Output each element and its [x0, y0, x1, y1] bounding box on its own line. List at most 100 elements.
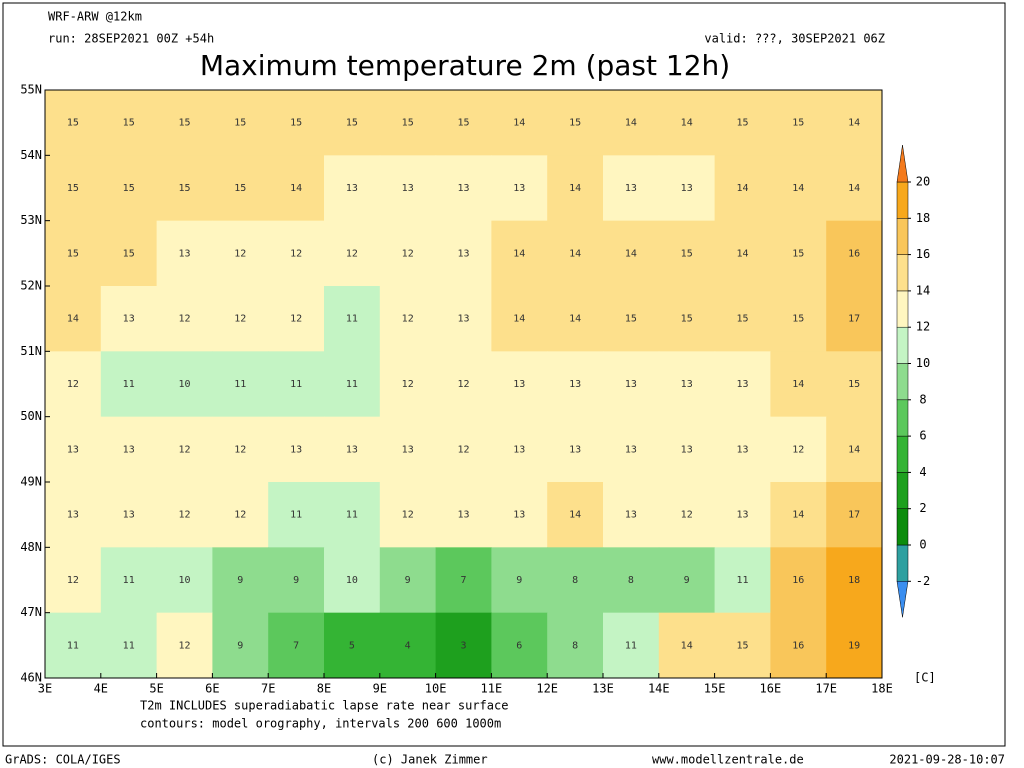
temp-cell	[603, 547, 660, 614]
temp-value: 15	[402, 118, 414, 129]
temp-cell	[324, 482, 381, 548]
temp-cell	[45, 90, 102, 156]
temp-value: 12	[178, 314, 190, 325]
lon-label: 3E	[38, 682, 52, 696]
temp-value: 4	[405, 640, 411, 651]
temp-cell	[435, 482, 492, 548]
temp-cell	[156, 90, 213, 156]
colorbar-top	[896, 144, 909, 183]
temp-value: 13	[736, 510, 748, 521]
temp-cell	[826, 90, 883, 156]
lat-label: 51N	[20, 344, 42, 358]
temp-cell	[324, 351, 381, 418]
frame	[2, 2, 1006, 747]
colorbar-segment	[896, 544, 909, 582]
temp-cell	[379, 612, 437, 679]
temp-value: 14	[569, 314, 581, 325]
temp-value: 13	[123, 444, 135, 455]
lat-label: 55N	[20, 83, 42, 97]
temp-value: 15	[792, 248, 804, 259]
colorbar-segment	[896, 326, 909, 364]
temp-cell	[324, 90, 381, 156]
temp-cell	[212, 482, 269, 548]
temp-cell	[714, 416, 771, 483]
lon-label: 9E	[373, 682, 387, 696]
temp-cell	[324, 612, 381, 679]
temp-cell	[658, 155, 716, 222]
temp-cell	[714, 482, 771, 548]
temp-cell	[45, 351, 102, 418]
temp-value: 15	[792, 118, 804, 129]
temp-cell	[100, 547, 158, 614]
temp-cell	[714, 612, 771, 679]
temp-cell	[435, 547, 492, 614]
temp-value: 13	[457, 510, 469, 521]
colorbar-label: 6	[919, 429, 926, 443]
temp-cell	[658, 416, 716, 483]
temp-value: 9	[516, 575, 522, 586]
temp-value: 13	[67, 444, 79, 455]
temp-cell	[826, 220, 883, 287]
temp-value: 15	[178, 183, 190, 194]
temp-value: 13	[569, 379, 581, 390]
temp-cell	[491, 547, 548, 614]
temp-value: 13	[457, 183, 469, 194]
temp-cell	[714, 90, 771, 156]
temp-value: 13	[569, 444, 581, 455]
temp-value: 12	[290, 248, 302, 259]
temp-value: 14	[569, 510, 581, 521]
temp-value: 15	[792, 314, 804, 325]
temp-cell	[435, 90, 492, 156]
temp-value: 14	[290, 183, 302, 194]
temp-cell	[658, 482, 716, 548]
temp-value: 12	[234, 510, 246, 521]
temp-cell	[45, 547, 102, 614]
temp-value: 9	[237, 575, 243, 586]
temp-value: 14	[848, 183, 860, 194]
temp-cell	[268, 90, 325, 156]
colorbar-label: 16	[916, 247, 930, 261]
temp-cell	[435, 286, 492, 352]
temp-cell	[324, 286, 381, 352]
lat-label: 47N	[20, 605, 42, 619]
colorbar-label: 18	[916, 211, 930, 225]
lon-label: 6E	[205, 682, 219, 696]
temp-cell	[100, 482, 158, 548]
temp-cell	[379, 547, 437, 614]
colorbar-segment	[896, 399, 909, 437]
lon-label: 4E	[94, 682, 108, 696]
temp-value: 15	[234, 183, 246, 194]
temp-value: 14	[625, 248, 637, 259]
temp-cell	[45, 220, 102, 287]
temp-value: 12	[346, 248, 358, 259]
temp-cell	[324, 155, 381, 222]
colorbar-segment	[896, 181, 909, 219]
temp-cell	[156, 155, 213, 222]
colorbar-segment	[896, 290, 909, 328]
temp-value: 11	[123, 575, 135, 586]
temp-cell	[100, 90, 158, 156]
valid-label: valid: ???, 30SEP2021 06Z	[704, 32, 885, 46]
temp-cell	[603, 482, 660, 548]
temp-cell	[603, 286, 660, 352]
colorbar-segment	[896, 218, 909, 255]
temp-cell	[547, 416, 604, 483]
temp-cell	[100, 286, 158, 352]
temp-cell	[435, 416, 492, 483]
temp-cell	[547, 547, 604, 614]
temp-cell	[658, 90, 716, 156]
temp-cell	[324, 547, 381, 614]
temp-cell	[212, 286, 269, 352]
lon-label: 15E	[704, 682, 726, 696]
temp-cell	[547, 612, 604, 679]
lon-label: 11E	[481, 682, 503, 696]
temp-value: 15	[681, 314, 693, 325]
temp-value: 15	[848, 379, 860, 390]
temp-cell	[826, 612, 883, 679]
temp-value: 13	[513, 183, 525, 194]
temp-value: 13	[513, 510, 525, 521]
temp-cell	[100, 416, 158, 483]
temp-cell	[268, 612, 325, 679]
temp-value: 15	[681, 248, 693, 259]
